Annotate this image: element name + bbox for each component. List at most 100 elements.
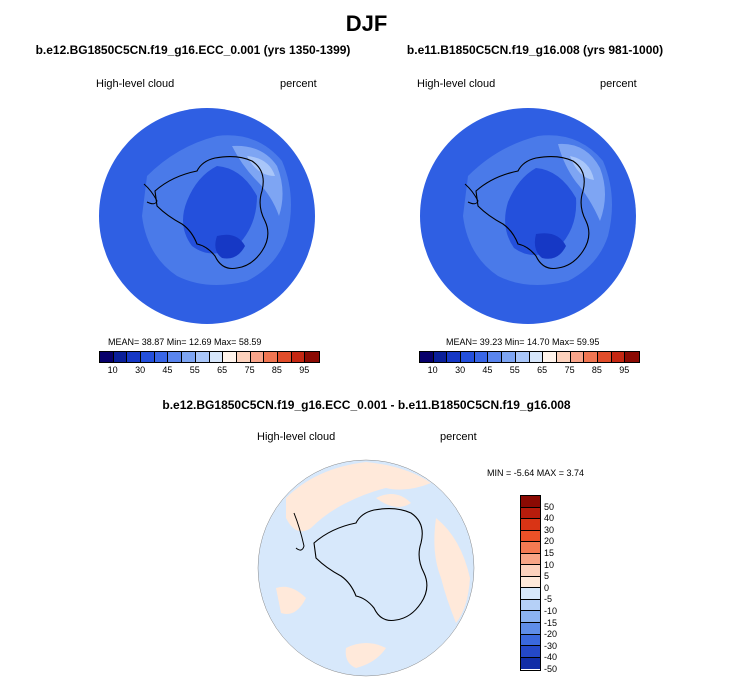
colorbar-swatch <box>556 352 571 362</box>
variable-label: High-level cloud <box>417 78 496 90</box>
field-band-3 <box>570 156 594 180</box>
colorbar-tick-label: 55 <box>509 365 520 375</box>
colorbar-swatch <box>488 352 503 362</box>
colorbar-swatch <box>182 352 196 362</box>
colorbar-swatch <box>305 352 319 362</box>
field-band-4 <box>183 166 257 254</box>
colorbar-swatch <box>529 352 544 362</box>
field-band-4 <box>505 168 577 255</box>
panel-title: b.e12.BG1850C5CN.f19_g16.ECC_0.001 (yrs … <box>35 43 351 57</box>
antarctica-coastline <box>313 507 428 622</box>
positive-region <box>345 643 386 668</box>
south-america-coastline <box>464 183 479 205</box>
colorbar-swatch <box>447 352 462 362</box>
colorbar-swatch <box>521 496 540 508</box>
colorbar-tick-label: -50 <box>544 664 558 674</box>
colorbar-tick-label: 75 <box>564 365 575 375</box>
stats-readout: MEAN= 38.87 Min= 12.69 Max= 58.59 <box>108 337 262 347</box>
colorbar-tick-label: -15 <box>544 617 558 628</box>
colorbar-swatch <box>209 352 224 362</box>
colorbar-tick-label: -20 <box>544 629 558 640</box>
colorbar-tick-label: 20 <box>544 536 555 547</box>
colorbar-swatch <box>250 352 265 362</box>
colorbar-tick-label: 75 <box>244 365 255 375</box>
colorbar-swatch <box>521 542 540 554</box>
stats-readout: MEAN= 39.23 Min= 14.70 Max= 59.95 <box>446 337 600 347</box>
colorbar-swatch <box>223 352 237 362</box>
colorbar-swatch <box>154 352 169 362</box>
field-band-5 <box>215 234 245 259</box>
colorbar-tick-label: 95 <box>299 365 310 375</box>
positive-region <box>434 518 470 623</box>
colorbar-tick-label: 10 <box>427 365 438 375</box>
colorbar-swatch <box>127 352 142 362</box>
field-band-2 <box>558 143 605 221</box>
colorbar-tick-label: 30 <box>455 365 466 375</box>
colorbar-swatch <box>277 352 292 362</box>
colorbar-ticks: 10 30 45 55 65 75 85 95 <box>99 365 318 377</box>
units-label: percent <box>280 78 317 90</box>
field-band-3 <box>247 156 275 176</box>
colorbar-swatch <box>521 634 540 647</box>
colorbar-tick-label: 45 <box>162 365 173 375</box>
positive-region <box>376 494 411 507</box>
colorbar-tick-label: -30 <box>544 640 558 651</box>
colorbar-swatch <box>570 352 585 362</box>
colorbar-tick-label: 15 <box>544 548 555 558</box>
colorbar-tick-label: 40 <box>544 513 555 524</box>
colorbar-swatch <box>611 352 626 362</box>
colorbar-swatch <box>236 352 251 362</box>
minmax-readout: MIN = -5.64 MAX = 3.74 <box>487 468 585 478</box>
colorbar <box>419 351 640 363</box>
colorbar-swatch <box>584 352 598 362</box>
colorbar-swatch <box>521 519 540 531</box>
colorbar-swatch <box>521 657 540 670</box>
colorbar-swatch <box>521 576 540 589</box>
colorbar-swatch <box>461 352 475 362</box>
diff-colorbar-ticks: 50 40 30 20 15 10 5 0 -5 -10 -15 -20 -30… <box>544 495 574 674</box>
south-america-coastline <box>293 512 305 551</box>
colorbar-tick-label: 85 <box>271 365 282 375</box>
colorbar-swatch <box>521 623 540 635</box>
colorbar-swatch <box>515 352 530 362</box>
south-america-coastline <box>143 183 158 205</box>
colorbar-tick-label: -5 <box>544 594 553 605</box>
colorbar-swatch <box>113 352 128 362</box>
colorbar-tick-label: 95 <box>619 365 630 375</box>
colorbar-swatch <box>597 352 612 362</box>
colorbar-swatch <box>264 352 278 362</box>
colorbar-swatch <box>521 507 540 520</box>
colorbar-swatch <box>141 352 155 362</box>
colorbar-swatch <box>420 352 434 362</box>
colorbar-tick-label: -40 <box>544 652 558 663</box>
colorbar-swatch <box>521 553 540 566</box>
colorbar-swatch <box>521 565 540 577</box>
panel-title: b.e11.B1850C5CN.f19_g16.008 (yrs 981-100… <box>406 43 664 57</box>
colorbar-tick-label: 50 <box>544 501 555 512</box>
colorbar-tick-label: 10 <box>107 365 118 375</box>
colorbar-tick-label: 45 <box>482 365 493 375</box>
colorbar-ticks: 10 30 45 55 65 75 85 95 <box>419 365 638 377</box>
colorbar-swatch <box>502 352 516 362</box>
colorbar-swatch <box>625 352 639 362</box>
colorbar-swatch <box>521 599 540 612</box>
colorbar-tick-label: 65 <box>537 365 548 375</box>
colorbar-tick-label: 0 <box>544 582 550 593</box>
colorbar-swatch <box>433 352 448 362</box>
colorbar-swatch <box>521 588 540 600</box>
colorbar-swatch <box>521 530 540 543</box>
colorbar-tick-label: -10 <box>544 606 558 616</box>
field-band-5 <box>534 233 566 259</box>
colorbar-swatch <box>100 352 114 362</box>
colorbar-swatch <box>474 352 489 362</box>
colorbar-tick-label: 65 <box>217 365 228 375</box>
units-label: percent <box>600 78 637 90</box>
polar-map <box>99 108 315 324</box>
colorbar-tick-label: 5 <box>544 571 550 582</box>
colorbar-tick-label: 30 <box>544 524 555 535</box>
polar-map <box>257 459 475 677</box>
diff-colorbar <box>520 495 541 671</box>
diff-panel-title: b.e12.BG1850C5CN.f19_g16.ECC_0.001 - b.e… <box>162 398 571 412</box>
colorbar-swatch <box>521 646 540 658</box>
colorbar-tick-label: 30 <box>135 365 146 375</box>
